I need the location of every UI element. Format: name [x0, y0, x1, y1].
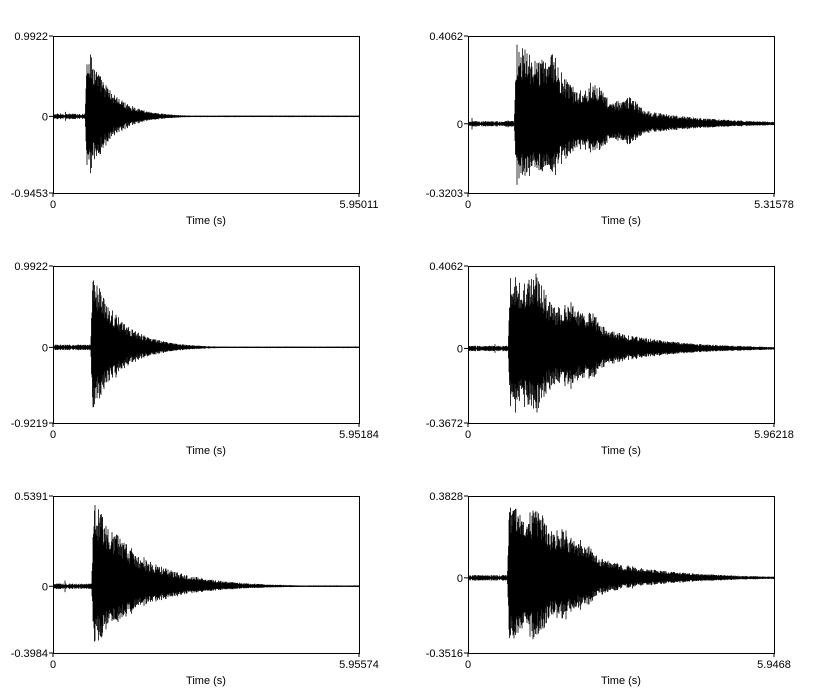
plot-frame: [53, 36, 360, 194]
waveform-series: [468, 273, 774, 413]
y-tick-label: 0: [42, 581, 48, 593]
y-tick-label: 0.3828: [429, 491, 463, 503]
y-tick-label: 0.9922: [14, 261, 48, 273]
waveform-series: [53, 280, 359, 408]
x-axis-label: Time (s): [601, 675, 641, 687]
x-tick-label: 0: [50, 429, 56, 441]
x-tick-label: 5.95184: [339, 429, 379, 441]
y-tick-label: 0.9922: [14, 31, 48, 43]
waveform-series: [53, 54, 359, 174]
y-tick-label: 0: [457, 573, 463, 585]
x-tick-label: 0: [465, 199, 471, 211]
y-tick-label: 0: [42, 111, 48, 123]
y-tick-label: -0.3203: [426, 188, 463, 200]
y-tick-label: -0.3672: [426, 418, 463, 430]
x-axis-label: Time (s): [186, 215, 226, 227]
waveform-series: [468, 44, 774, 185]
x-tick-label: 0: [465, 659, 471, 671]
y-tick-label: -0.9219: [11, 418, 48, 430]
y-tick-label: -0.3516: [426, 648, 463, 660]
y-tick-label: 0.5391: [14, 491, 48, 503]
y-tick-label: 0.4062: [429, 261, 463, 273]
x-tick-label: 5.95011: [340, 199, 379, 211]
waveform-series: [53, 504, 359, 642]
plot-frame: [468, 496, 775, 654]
x-tick-label: 0: [465, 429, 471, 441]
plot-frame: [468, 266, 775, 424]
x-axis-label: Time (s): [601, 445, 641, 457]
x-tick-label: 0: [50, 659, 56, 671]
plot-frame: [53, 266, 360, 424]
x-tick-label: 5.95574: [339, 659, 379, 671]
x-axis-label: Time (s): [186, 445, 226, 457]
y-tick-label: 0: [457, 119, 463, 131]
y-tick-label: 0: [457, 343, 463, 355]
y-tick-label: -0.3984: [11, 648, 48, 660]
x-axis-label: Time (s): [186, 675, 226, 687]
y-tick-label: 0: [42, 342, 48, 354]
y-tick-label: -0.9453: [11, 188, 48, 200]
x-tick-label: 5.96218: [754, 429, 794, 441]
x-tick-label: 5.9468: [757, 659, 791, 671]
waveform-series: [468, 507, 774, 640]
y-tick-label: 0.4062: [429, 31, 463, 43]
x-tick-label: 5.31578: [754, 199, 794, 211]
x-axis-label: Time (s): [601, 215, 641, 227]
plot-frame: [468, 36, 775, 194]
plot-frame: [53, 496, 360, 654]
x-tick-label: 0: [50, 199, 56, 211]
